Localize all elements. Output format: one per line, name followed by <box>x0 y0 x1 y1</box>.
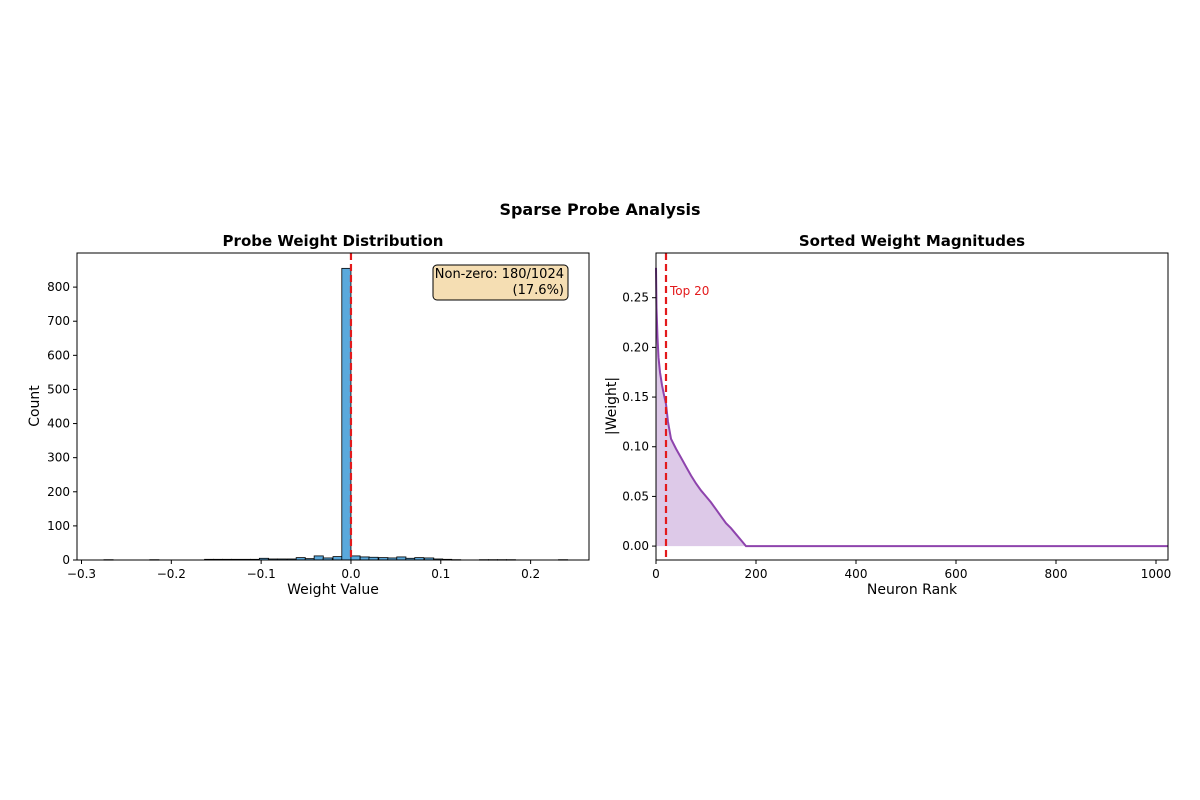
x-tick-label: 1000 <box>1141 567 1172 581</box>
histogram-bar <box>332 556 343 561</box>
x-tick-label: −0.2 <box>157 567 186 581</box>
histogram-y-ticks: 0 100 200 300 400 500 600 700 800 <box>47 280 77 567</box>
nonzero-annotation: Non-zero: 180/1024 (17.6%) <box>432 264 569 301</box>
histogram-panel: Probe Weight Distribution −0.3 −0.2 −0.1 0.… <box>27 232 590 598</box>
sorted-magnitudes-x-axis-label: Neuron Rank <box>867 582 958 598</box>
histogram-bar <box>313 555 324 561</box>
y-tick-label: 800 <box>47 280 70 294</box>
y-tick-label: 0.05 <box>622 489 649 503</box>
sorted-magnitudes-x-ticks: 0 200 400 600 800 1000 <box>652 560 1171 581</box>
x-tick-label: 0.0 <box>341 567 360 581</box>
y-tick-label: 0.15 <box>622 390 649 404</box>
histogram-x-ticks: −0.3 −0.2 −0.1 0.0 0.1 0.2 <box>67 560 540 581</box>
y-tick-label: 300 <box>47 451 70 465</box>
histogram-bars <box>103 267 569 561</box>
y-tick-label: 0.25 <box>622 291 649 305</box>
nonzero-annotation-box <box>432 264 569 301</box>
x-tick-label: −0.1 <box>247 567 276 581</box>
y-tick-label: 0.00 <box>622 539 649 553</box>
magnitude-area-fill <box>656 267 1168 547</box>
histogram-bar <box>350 555 361 561</box>
magnitude-series-line <box>655 267 1168 548</box>
y-tick-label: 0 <box>62 553 70 567</box>
figure-suptitle: Sparse Probe Analysis <box>499 200 700 219</box>
histogram-bar <box>341 267 352 561</box>
y-tick-label: 700 <box>47 314 70 328</box>
nonzero-annotation-line2: (17.6%) <box>513 283 564 298</box>
x-tick-label: −0.3 <box>67 567 96 581</box>
histogram-y-axis-label: Count <box>27 385 43 427</box>
y-tick-label: 600 <box>47 348 70 362</box>
x-tick-label: 0.1 <box>431 567 450 581</box>
x-tick-label: 800 <box>1045 567 1068 581</box>
histogram-x-axis-label: Weight Value <box>287 582 379 598</box>
y-tick-label: 200 <box>47 485 70 499</box>
histogram-title: Probe Weight Distribution <box>223 232 444 250</box>
x-tick-label: 400 <box>845 567 868 581</box>
nonzero-annotation-line1: Non-zero: 180/1024 <box>435 267 564 282</box>
sorted-magnitudes-panel: Sorted Weight Magnitudes Top 20 0 200 400 6… <box>604 232 1171 598</box>
x-tick-label: 600 <box>945 567 968 581</box>
y-tick-label: 100 <box>47 519 70 533</box>
sorted-magnitudes-title: Sorted Weight Magnitudes <box>799 232 1025 250</box>
sorted-magnitudes-y-ticks: 0.00 0.05 0.10 0.15 0.20 0.25 <box>622 291 656 553</box>
x-tick-label: 200 <box>745 567 768 581</box>
sorted-magnitudes-y-axis-label: |Weight| <box>604 377 620 435</box>
y-tick-label: 0.10 <box>622 440 649 454</box>
top-k-label: Top 20 <box>669 284 709 298</box>
y-tick-label: 500 <box>47 382 70 396</box>
x-tick-label: 0.2 <box>521 567 540 581</box>
histogram-axes-frame <box>76 252 590 561</box>
sorted-magnitudes-axes-frame <box>655 252 1169 561</box>
y-tick-label: 0.20 <box>622 340 649 354</box>
x-tick-label: 0 <box>652 567 660 581</box>
y-tick-label: 400 <box>47 417 70 431</box>
